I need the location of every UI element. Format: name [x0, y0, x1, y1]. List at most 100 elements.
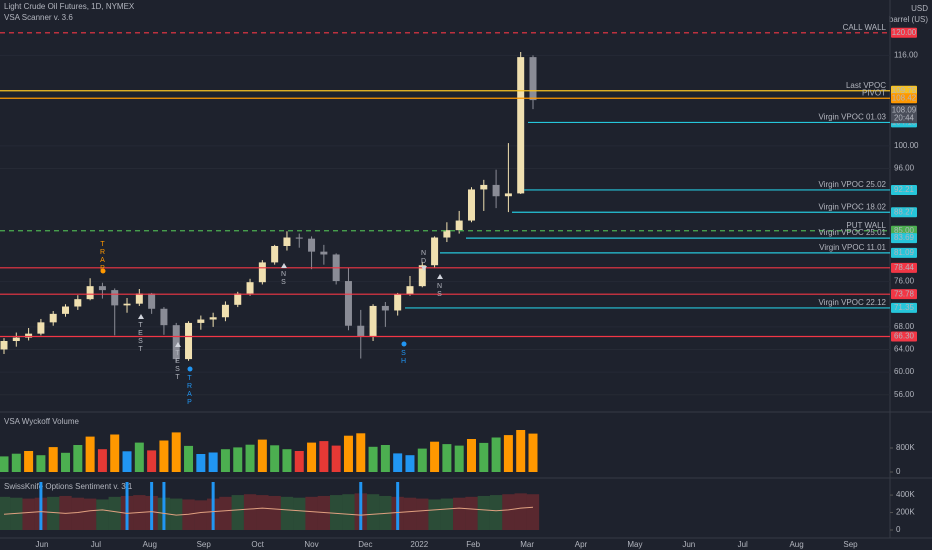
chart-title: Light Crude Oil Futures, 1D, NYMEX — [4, 2, 135, 11]
candle-body — [480, 184, 488, 190]
price-tag-label: 85.00 — [894, 226, 915, 235]
volume-bar — [36, 455, 46, 472]
candle-body — [295, 237, 303, 239]
price-tag — [891, 85, 917, 96]
y-tick-label: 76.00 — [894, 277, 915, 286]
level-name: Last VPOC — [846, 81, 886, 90]
y-tick-label: 0 — [896, 467, 901, 476]
candle-body — [123, 303, 131, 306]
volume-bar — [48, 447, 58, 472]
level-name: CALL WALL — [843, 23, 887, 32]
last-price-tag — [891, 105, 917, 124]
x-tick-label: Aug — [143, 540, 157, 549]
price-tag-label: 88.27 — [894, 207, 915, 216]
candle-body — [406, 286, 414, 295]
candle-body — [258, 262, 266, 283]
candle-body — [209, 317, 217, 320]
annotation: TEST — [174, 350, 181, 382]
candle-body — [394, 294, 402, 311]
candle-body — [25, 333, 33, 338]
price-tag-label: 120.00 — [892, 28, 917, 37]
sentiment-band — [231, 495, 244, 530]
price-tag-label: 109.75 — [892, 86, 917, 95]
price-tag — [891, 184, 917, 195]
candle-body — [529, 57, 537, 101]
sentiment-band — [293, 497, 306, 530]
sentiment-band — [83, 498, 97, 530]
volume-bar — [319, 441, 329, 472]
volume-bar — [417, 448, 427, 472]
price-tag-label: 66.30 — [894, 332, 915, 341]
candle-body — [455, 220, 463, 231]
volume-bar — [97, 449, 107, 472]
sentiment-band — [305, 496, 318, 530]
y-tick-label: 60.00 — [894, 367, 915, 376]
sentiment-band — [170, 498, 183, 530]
sentiment-band — [366, 494, 380, 530]
candle-body — [467, 189, 475, 221]
level-name: Virgin VPOC 11.01 — [819, 243, 886, 252]
volume-bar — [491, 437, 501, 472]
candle-body — [62, 306, 70, 314]
volume-bar — [85, 436, 95, 472]
candle-body — [308, 238, 316, 252]
sentiment-band — [0, 496, 11, 530]
candle-body — [135, 293, 143, 304]
volume-bar — [270, 445, 280, 472]
candle-body — [517, 57, 525, 194]
price-tag-label: 78.44 — [894, 263, 915, 272]
volume-bar — [122, 451, 132, 472]
sentiment-band — [428, 499, 441, 530]
candle-body — [37, 322, 45, 334]
volume-bar — [430, 441, 440, 472]
y-tick-label: 100.00 — [894, 141, 919, 150]
sentiment-band — [477, 495, 490, 530]
sentiment-band — [194, 500, 207, 530]
volume-bar — [196, 454, 206, 472]
volume-bar — [368, 446, 378, 472]
volume-bar — [442, 444, 452, 472]
candle-body — [148, 293, 156, 309]
candle-body — [357, 325, 365, 337]
annotation: TRAP — [186, 375, 193, 407]
annotation: SH — [400, 350, 407, 366]
volume-bar — [528, 433, 538, 472]
annotation-marker — [437, 274, 443, 279]
candle-body — [49, 313, 57, 323]
price-tag — [891, 331, 917, 342]
volume-bar — [245, 444, 255, 472]
price-tag — [891, 207, 917, 218]
volume-bar — [184, 445, 194, 472]
signal-bar — [211, 482, 215, 530]
candle-body — [283, 237, 291, 246]
sentiment-band — [453, 497, 466, 530]
sentiment-band — [489, 495, 503, 530]
price-tag-label: 108.42 — [892, 93, 917, 102]
annotation: NS — [280, 271, 287, 287]
candle-body — [12, 337, 20, 342]
volume-title: VSA Wyckoff Volume — [4, 417, 79, 426]
level-name: Virgin VPOC 01.03 — [819, 113, 887, 122]
volume-bar — [73, 445, 83, 472]
annotation-dot — [187, 366, 193, 372]
level-name: Virgin VPOC 25.01 — [819, 228, 887, 237]
candle-body — [111, 290, 119, 306]
sentiment-band — [330, 495, 343, 530]
price-tag — [891, 27, 917, 38]
y-tick-label: 68.00 — [894, 322, 915, 331]
volume-bar — [466, 439, 476, 472]
sentiment-band — [403, 497, 417, 530]
sentiment-band — [108, 496, 121, 530]
y-tick-label: 0 — [896, 525, 901, 534]
x-tick-label: Jun — [36, 540, 49, 549]
signal-bar — [162, 482, 166, 530]
chart-subtitle: VSA Scanner v. 3.6 — [4, 13, 73, 22]
annotation-marker — [138, 314, 144, 319]
candle-body — [98, 286, 106, 291]
volume-bar — [479, 442, 489, 472]
candle-body — [246, 282, 254, 294]
annotation-marker — [421, 266, 427, 271]
signal-bar — [125, 482, 129, 530]
candle-body — [369, 305, 377, 337]
annotation: TRAP — [99, 241, 106, 273]
